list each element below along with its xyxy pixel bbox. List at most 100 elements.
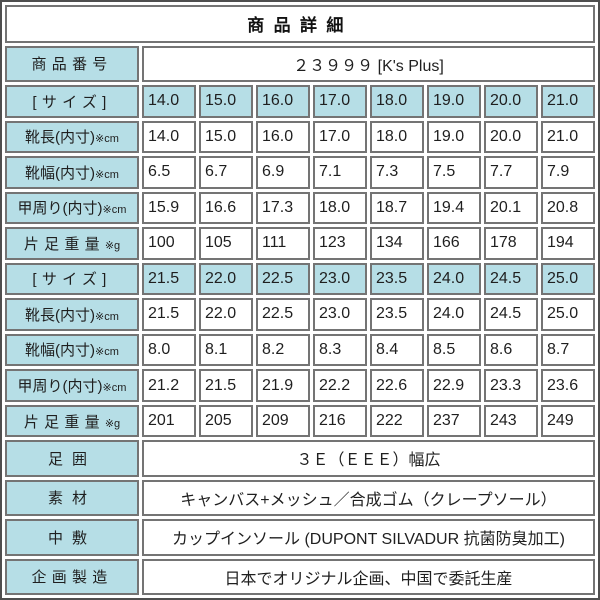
- shoe-length-block2-label: 靴長(内寸)※cm: [5, 298, 139, 331]
- insole-label: 中敷: [5, 519, 139, 556]
- single-shoe-weight-block2-cell: 222: [370, 404, 424, 438]
- single-shoe-weight-block1-cell: 166: [427, 227, 481, 260]
- single-shoe-weight-block1-label: 片足重量※g: [5, 227, 139, 260]
- shoe-width-block2-cell: 8.2: [256, 333, 310, 367]
- size-block1-cell: 18.0: [370, 85, 424, 118]
- shoe-length-block1-cell: 18.0: [370, 120, 424, 154]
- table-row: 企画製造 日本でオリジナル企画、中国で委託生産: [5, 558, 595, 595]
- foot-girth-value: ３Ｅ（ＥＥＥ）幅広: [142, 440, 595, 477]
- shoe-width-block1-cell: 7.7: [484, 156, 538, 189]
- single-shoe-weight-block1-cell: 178: [484, 227, 538, 260]
- table-row: 片足重量※g 201 205 209 216 222 237 243 249: [5, 404, 595, 438]
- row-label-text: 足囲: [47, 450, 96, 468]
- spec-table-body: 商品詳細 商品番号 ２３９９９ [K's Plus] [サイズ] 14.0 15.0 16.…: [5, 5, 595, 595]
- shoe-length-block2-cell: 22.0: [199, 298, 253, 331]
- instep-girth-block2-cell: 22.9: [427, 369, 481, 402]
- table-row: 片足重量※g 100 105 111 123 134 166 178 194: [5, 227, 595, 260]
- single-shoe-weight-block2-cell: 237: [427, 404, 481, 438]
- shoe-width-block1-cell: 7.3: [370, 156, 424, 189]
- material-label: 素材: [5, 479, 139, 517]
- row-label-text: 靴幅(内寸): [25, 342, 96, 360]
- size-block2-cell: 23.0: [313, 262, 367, 296]
- row-label-text: 素材: [47, 490, 96, 508]
- size-block1-cell: 20.0: [484, 85, 538, 118]
- shoe-width-block2-cell: 8.0: [142, 333, 196, 367]
- size-block2-cell: 21.5: [142, 262, 196, 296]
- row-label-text: [サイズ]: [32, 271, 112, 289]
- table-row: [サイズ] 14.0 15.0 16.0 17.0 18.0 19.0 20.0 21.0: [5, 85, 595, 118]
- size-block2-cell: 25.0: [541, 262, 595, 296]
- size-block1-label: [サイズ]: [5, 85, 139, 118]
- shoe-length-block2-cell: 21.5: [142, 298, 196, 331]
- shoe-length-block1-cell: 17.0: [313, 120, 367, 154]
- table-row: 靴長(内寸)※cm 14.0 15.0 16.0 17.0 18.0 19.0 20.0 21.…: [5, 120, 595, 154]
- instep-girth-block1-cell: 17.3: [256, 191, 310, 225]
- size-block2-cell: 22.0: [199, 262, 253, 296]
- instep-girth-block1-cell: 18.0: [313, 191, 367, 225]
- size-block1-cell: 19.0: [427, 85, 481, 118]
- shoe-width-block2-cell: 8.7: [541, 333, 595, 367]
- shoe-width-block1-cell: 7.9: [541, 156, 595, 189]
- shoe-length-block2-cell: 23.5: [370, 298, 424, 331]
- instep-girth-block1-cell: 18.7: [370, 191, 424, 225]
- unit-suffix: ※cm: [95, 133, 119, 146]
- row-label-text: 片足重量: [23, 235, 105, 253]
- table-row: 商品詳細: [5, 5, 595, 43]
- shoe-width-block1-cell: 6.7: [199, 156, 253, 189]
- row-label-text: 商品番号: [31, 56, 113, 74]
- shoe-length-block2-cell: 22.5: [256, 298, 310, 331]
- shoe-length-block2-cell: 25.0: [541, 298, 595, 331]
- size-block1-cell: 16.0: [256, 85, 310, 118]
- shoe-width-block2-cell: 8.3: [313, 333, 367, 367]
- table-row: [サイズ] 21.5 22.0 22.5 23.0 23.5 24.0 24.5 25.0: [5, 262, 595, 296]
- shoe-length-block1-cell: 21.0: [541, 120, 595, 154]
- planning-production-label: 企画製造: [5, 558, 139, 595]
- instep-girth-block1-cell: 20.1: [484, 191, 538, 225]
- row-label-text: 片足重量: [23, 413, 105, 431]
- table-row: 足囲 ３Ｅ（ＥＥＥ）幅広: [5, 440, 595, 477]
- unit-suffix: ※cm: [102, 382, 127, 394]
- shoe-length-block1-label: 靴長(内寸)※cm: [5, 120, 139, 154]
- unit-suffix: ※cm: [95, 310, 119, 323]
- shoe-width-block2-cell: 8.1: [199, 333, 253, 367]
- shoe-width-block1-cell: 6.5: [142, 156, 196, 189]
- unit-suffix: ※cm: [102, 204, 127, 217]
- size-block2-cell: 23.5: [370, 262, 424, 296]
- row-label-text: [サイズ]: [32, 93, 112, 111]
- material-value: キャンバス+メッシュ／合成ゴム（クレープソール）: [142, 479, 595, 517]
- shoe-length-block2-cell: 24.0: [427, 298, 481, 331]
- row-label-text: 甲周り(内寸): [17, 378, 103, 395]
- single-shoe-weight-block2-cell: 205: [199, 404, 253, 438]
- shoe-length-block1-cell: 20.0: [484, 120, 538, 154]
- size-block1-cell: 21.0: [541, 85, 595, 118]
- shoe-width-block1-cell: 7.1: [313, 156, 367, 189]
- instep-girth-block1-cell: 15.9: [142, 191, 196, 225]
- single-shoe-weight-block2-cell: 201: [142, 404, 196, 438]
- instep-girth-block2-cell: 22.6: [370, 369, 424, 402]
- single-shoe-weight-block2-label: 片足重量※g: [5, 404, 139, 438]
- table-row: 商品番号 ２３９９９ [K's Plus]: [5, 45, 595, 83]
- shoe-width-block2-cell: 8.4: [370, 333, 424, 367]
- product-detail-title: 商品詳細: [5, 5, 595, 43]
- table-row: 靴長(内寸)※cm 21.5 22.0 22.5 23.0 23.5 24.0 24.5 25.…: [5, 298, 595, 331]
- shoe-width-block2-label: 靴幅(内寸)※cm: [5, 333, 139, 367]
- size-block1-cell: 15.0: [199, 85, 253, 118]
- instep-girth-block1-cell: 19.4: [427, 191, 481, 225]
- shoe-length-block2-cell: 24.5: [484, 298, 538, 331]
- unit-suffix: ※g: [104, 239, 121, 252]
- size-block2-cell: 24.5: [484, 262, 538, 296]
- table-row: 靴幅(内寸)※cm 6.5 6.7 6.9 7.1 7.3 7.5 7.7 7.9: [5, 156, 595, 189]
- row-label-text: 靴長(内寸): [25, 129, 96, 147]
- instep-girth-block1-cell: 16.6: [199, 191, 253, 225]
- foot-girth-label: 足囲: [5, 440, 139, 477]
- instep-girth-block2-cell: 23.3: [484, 369, 538, 402]
- table-row: 中敷 カップインソール (DUPONT SILVADUR 抗菌防臭加工): [5, 519, 595, 556]
- single-shoe-weight-block2-cell: 249: [541, 404, 595, 438]
- instep-girth-block2-cell: 21.9: [256, 369, 310, 402]
- shoe-width-block1-cell: 6.9: [256, 156, 310, 189]
- instep-girth-block2-cell: 23.6: [541, 369, 595, 402]
- instep-girth-block2-cell: 21.5: [199, 369, 253, 402]
- shoe-length-block1-cell: 19.0: [427, 120, 481, 154]
- unit-suffix: ※cm: [95, 346, 119, 359]
